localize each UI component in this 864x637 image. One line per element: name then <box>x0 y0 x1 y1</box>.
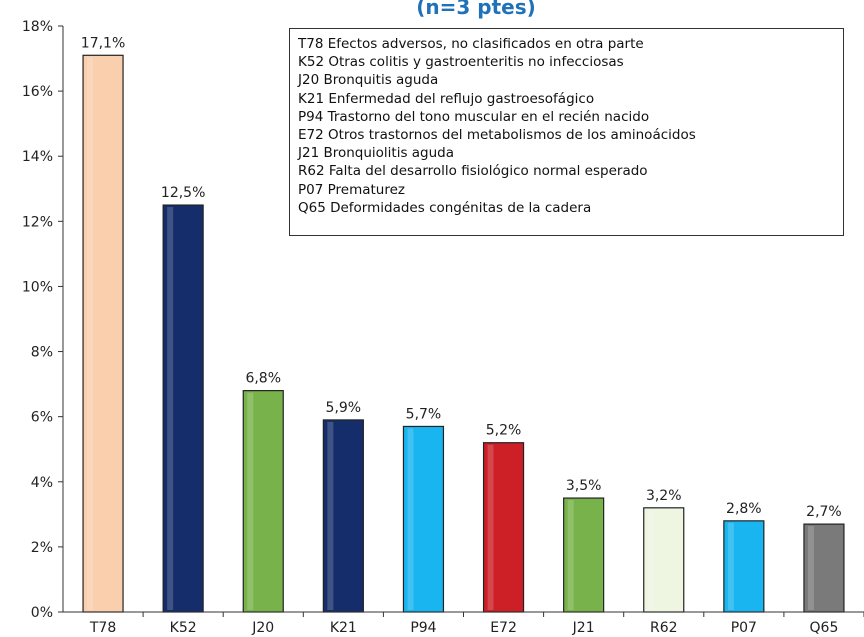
legend-item: K21 Enfermedad del reflujo gastroesofági… <box>298 90 595 107</box>
legend-item: J21 Bronquiolitis aguda <box>298 145 455 162</box>
bar-k21 <box>322 419 364 613</box>
legend-item: T78 Efectos adversos, no clasificados en… <box>298 36 644 52</box>
legend-item: P94 Trastorno del tono muscular en el re… <box>298 108 650 125</box>
data-label: 5,2% <box>486 423 522 439</box>
legend-item: Q65 Deformidades congénitas de la cadera <box>298 199 592 216</box>
bar-r62 <box>643 507 685 613</box>
data-label: 17,1% <box>81 35 125 51</box>
bars: 17,1% 12,5% 6,8% 5,9% 5,7% 5,2% 3,5% 3,2% 2,8% 2,… <box>81 35 845 613</box>
bar-e72 <box>482 442 525 613</box>
legend-item: K52 Otras colitis y gastroenteritis no i… <box>298 54 624 71</box>
legend-item: E72 Otros trastornos del metabolismos de… <box>298 127 696 144</box>
y-tick-label: 4% <box>31 475 53 491</box>
bar-highlight <box>327 421 334 610</box>
y-tick-label: 8% <box>31 345 53 361</box>
bar-highlight <box>647 509 654 610</box>
data-label: 12,5% <box>161 185 205 201</box>
bar-q65 <box>803 523 845 613</box>
x-tick-label: P07 <box>731 620 757 636</box>
x-tick-label: K21 <box>330 620 357 636</box>
bar-j21 <box>563 497 605 613</box>
bar-j20 <box>242 390 284 613</box>
data-label: 2,8% <box>726 501 762 517</box>
data-label: 3,2% <box>646 488 682 504</box>
y-tick-label: 14% <box>22 149 53 165</box>
x-axis: T78 K52 J20 K21 P94 E72 J21 R62 P07 Q65 <box>63 611 864 636</box>
legend: T78 Efectos adversos, no clasificados en… <box>289 28 844 236</box>
legend-item: J20 Bronquitis aguda <box>298 72 439 89</box>
bar-highlight <box>247 392 254 610</box>
bar-k52 <box>162 204 204 613</box>
chart-title: (n=3 ptes) <box>416 0 536 19</box>
bar-highlight <box>807 526 814 610</box>
data-label: 3,5% <box>566 478 602 494</box>
y-tick-label: 12% <box>22 214 53 230</box>
data-label: 5,9% <box>326 400 362 416</box>
x-tick-label: T78 <box>89 620 116 636</box>
y-tick-label: 16% <box>22 84 53 100</box>
bar-highlight <box>407 428 414 610</box>
y-tick-label: 18% <box>22 19 53 35</box>
x-tick-label: K52 <box>170 620 197 636</box>
y-tick-label: 10% <box>22 279 53 295</box>
data-label: 6,8% <box>245 371 281 387</box>
y-tick-label: 2% <box>31 540 53 556</box>
bar-highlight <box>567 500 574 610</box>
legend-item: P07 Prematurez <box>298 181 405 198</box>
bar-p94 <box>402 425 445 613</box>
data-label: 2,7% <box>806 504 842 520</box>
x-tick-label: J20 <box>251 620 274 636</box>
bar-highlight <box>487 444 494 610</box>
y-tick-label: 0% <box>31 605 53 621</box>
y-axis: 0% 2% 4% 6% 8% 10% 12% 14% 16% 18% <box>22 19 64 621</box>
bar-highlight <box>727 522 734 610</box>
x-tick-label: E72 <box>490 620 517 636</box>
x-tick-label: J21 <box>572 620 595 636</box>
data-label: 5,7% <box>406 406 442 422</box>
x-tick-label: P94 <box>410 620 436 636</box>
bar-highlight <box>167 207 174 611</box>
bar-highlight <box>87 57 94 611</box>
legend-item: R62 Falta del desarrollo fisiológico nor… <box>298 163 648 180</box>
x-tick-label: R62 <box>650 620 678 636</box>
x-tick-label: Q65 <box>810 620 839 636</box>
y-tick-label: 6% <box>31 410 53 426</box>
